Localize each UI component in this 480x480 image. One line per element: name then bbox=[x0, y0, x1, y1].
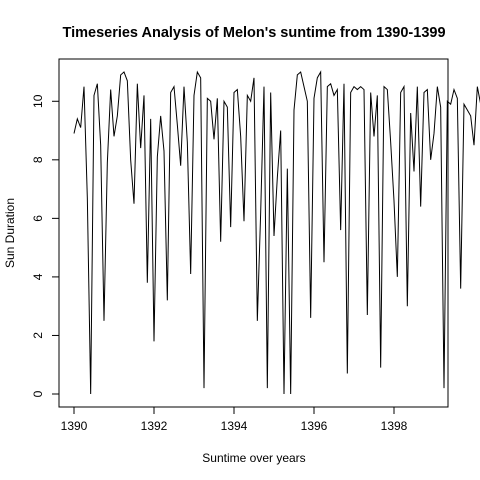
y-tick-label: 10 bbox=[31, 94, 45, 108]
x-axis-label: Suntime over years bbox=[202, 451, 305, 465]
y-tick-label: 4 bbox=[31, 273, 45, 280]
y-tick-label: 0 bbox=[31, 390, 45, 397]
y-tick-label: 6 bbox=[31, 215, 45, 222]
chart-title: Timeseries Analysis of Melon's suntime f… bbox=[62, 25, 445, 41]
x-axis: 1390 1392 1394 1396 1398 bbox=[61, 406, 408, 433]
plot-area bbox=[58, 58, 480, 408]
x-tick-label: 1396 bbox=[301, 419, 328, 433]
x-tick-label: 1398 bbox=[381, 419, 408, 433]
y-axis: 0 2 4 6 8 10 bbox=[31, 94, 60, 397]
y-tick-label: 8 bbox=[31, 156, 45, 163]
y-axis-label: Sun Duration bbox=[3, 198, 17, 268]
x-tick-label: 1392 bbox=[141, 419, 168, 433]
x-tick-label: 1394 bbox=[221, 419, 248, 433]
y-tick-label: 2 bbox=[31, 332, 45, 339]
series-line bbox=[73, 70, 480, 395]
x-tick-label: 1390 bbox=[61, 419, 88, 433]
